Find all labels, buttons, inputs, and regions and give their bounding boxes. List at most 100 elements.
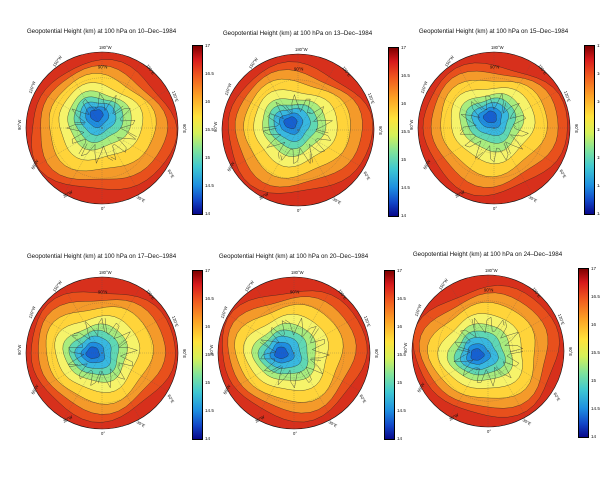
longitude-label: 0°: [487, 429, 491, 434]
colorbar-tick-label: 14: [401, 213, 407, 218]
meridian-line: [63, 352, 103, 419]
polar-map: 180°W 90°N 0° 150°W 150°E 120°W 120°E 90°W 90°E 6…: [209, 270, 379, 436]
longitude-label: 150°E: [337, 288, 348, 300]
map-boundary: [221, 53, 375, 207]
coastline: [71, 98, 97, 123]
longitude-label: 180°W: [99, 45, 112, 50]
meridian-line: [422, 350, 489, 390]
longitude-label: 60°W: [226, 161, 235, 172]
latitude-circle: [272, 104, 324, 156]
longitude-label: 0°: [297, 208, 301, 213]
meridian-line: [36, 314, 103, 354]
coastline: [113, 107, 137, 137]
longitude-label: 120°W: [414, 304, 423, 318]
longitude-label: 30°E: [328, 419, 339, 428]
longitude-label: 60°E: [552, 392, 561, 403]
coastline: [80, 143, 113, 165]
meridian-line: [101, 314, 168, 354]
map-panel-3: Geopotential Height (km) at 100 hPa on 1…: [406, 28, 600, 253]
coastline: [95, 92, 124, 115]
longitude-label: 30°E: [332, 196, 343, 205]
colorbar-tick-label: 16.5: [597, 71, 600, 76]
longitude-label: 60°W: [30, 384, 39, 395]
meridian-line: [101, 352, 141, 419]
coastline: [308, 106, 334, 134]
meridian-line: [293, 352, 333, 419]
longitude-label: 90°E: [568, 347, 573, 356]
longitude-label: 150°W: [244, 280, 255, 293]
meridian-line: [487, 285, 527, 352]
colorbar: [384, 270, 395, 440]
longitude-label: 60°W: [222, 384, 231, 395]
longitude-label: 60°E: [362, 171, 371, 182]
polar-map: 180°W 90°N 0° 150°W 150°E 120°W 120°E 90°W 90°E 6…: [213, 47, 383, 213]
meridian-line: [63, 287, 103, 354]
latitude-circle: [76, 327, 128, 379]
colorbar-tick-label: 15: [205, 380, 211, 385]
meridian-line: [228, 314, 295, 354]
longitude-label: 30°E: [136, 419, 147, 428]
map-panel-2: Geopotential Height (km) at 100 hPa on 1…: [210, 30, 410, 255]
map-boundary: [25, 51, 179, 205]
colorbar-tick-label: 15: [205, 155, 211, 160]
meridian-line: [293, 314, 360, 354]
latitude-circle: [268, 327, 320, 379]
meridian-line: [101, 352, 168, 392]
meridian-line: [493, 62, 533, 129]
longitude-label: 150°E: [145, 63, 156, 75]
longitude-label: 60°W: [416, 382, 425, 393]
longitude-label: 150°W: [52, 55, 63, 68]
coastline: [477, 142, 509, 163]
coastline: [285, 94, 311, 115]
panel-title: Geopotential Height (km) at 100 hPa on 1…: [26, 253, 177, 260]
longitude-label: 30°E: [528, 194, 539, 203]
coastline: [310, 328, 331, 359]
longitude-label: 30°W: [454, 189, 465, 198]
coastline: [298, 359, 324, 384]
meridian-line: [449, 350, 489, 417]
map-boundary: [411, 274, 565, 428]
polar-map: 180°W 90°N 0° 150°W 150°E 120°W 120°E 90°W 90°E 6…: [17, 270, 187, 436]
colorbar-tick-label: 15.5: [597, 127, 600, 132]
colorbar: [578, 268, 589, 438]
longitude-label: 90°E: [378, 126, 383, 135]
colorbar-tick-label: 17: [591, 266, 597, 271]
colorbar-tick-label: 17: [205, 43, 211, 48]
meridian-line: [487, 350, 527, 417]
coastline: [262, 127, 286, 159]
longitude-label: 120°E: [563, 90, 572, 103]
longitude-label: 0°: [493, 206, 497, 211]
colorbar-tick-label: 15: [597, 155, 600, 160]
panel-title: Geopotential Height (km) at 100 hPa on 1…: [222, 30, 373, 37]
longitude-label: 120°E: [171, 90, 180, 103]
longitude-label: 0°: [101, 431, 105, 436]
meridian-line: [293, 287, 333, 354]
meridian-line: [36, 352, 103, 392]
coastline: [67, 334, 85, 365]
coastline: [459, 129, 484, 159]
coastline: [263, 101, 291, 129]
height-contour-band: [283, 116, 298, 129]
coastline: [454, 319, 477, 351]
meridian-line: [455, 127, 495, 194]
coastline: [500, 321, 524, 353]
coastline: [259, 342, 282, 372]
meridian-line: [297, 64, 337, 131]
colorbar-tick-label: 17: [401, 45, 407, 50]
latitude-circle: [462, 325, 514, 377]
longitude-label: 90°W: [17, 120, 22, 130]
meridian-line: [63, 127, 103, 194]
longitude-label: 120°E: [367, 92, 376, 105]
longitude-label: 90°E: [374, 349, 379, 358]
colorbar-tick-label: 16.5: [397, 296, 406, 301]
colorbar: [388, 47, 399, 217]
panel-title: Geopotential Height (km) at 100 hPa on 2…: [218, 253, 369, 260]
longitude-label: 60°E: [166, 394, 175, 405]
longitude-label: 90°E: [182, 124, 187, 133]
meridian-line: [422, 312, 489, 352]
longitude-label: 150°W: [52, 280, 63, 293]
longitude-label: 30°W: [254, 414, 265, 423]
longitude-label: 30°W: [62, 414, 73, 423]
coastline: [284, 317, 317, 339]
